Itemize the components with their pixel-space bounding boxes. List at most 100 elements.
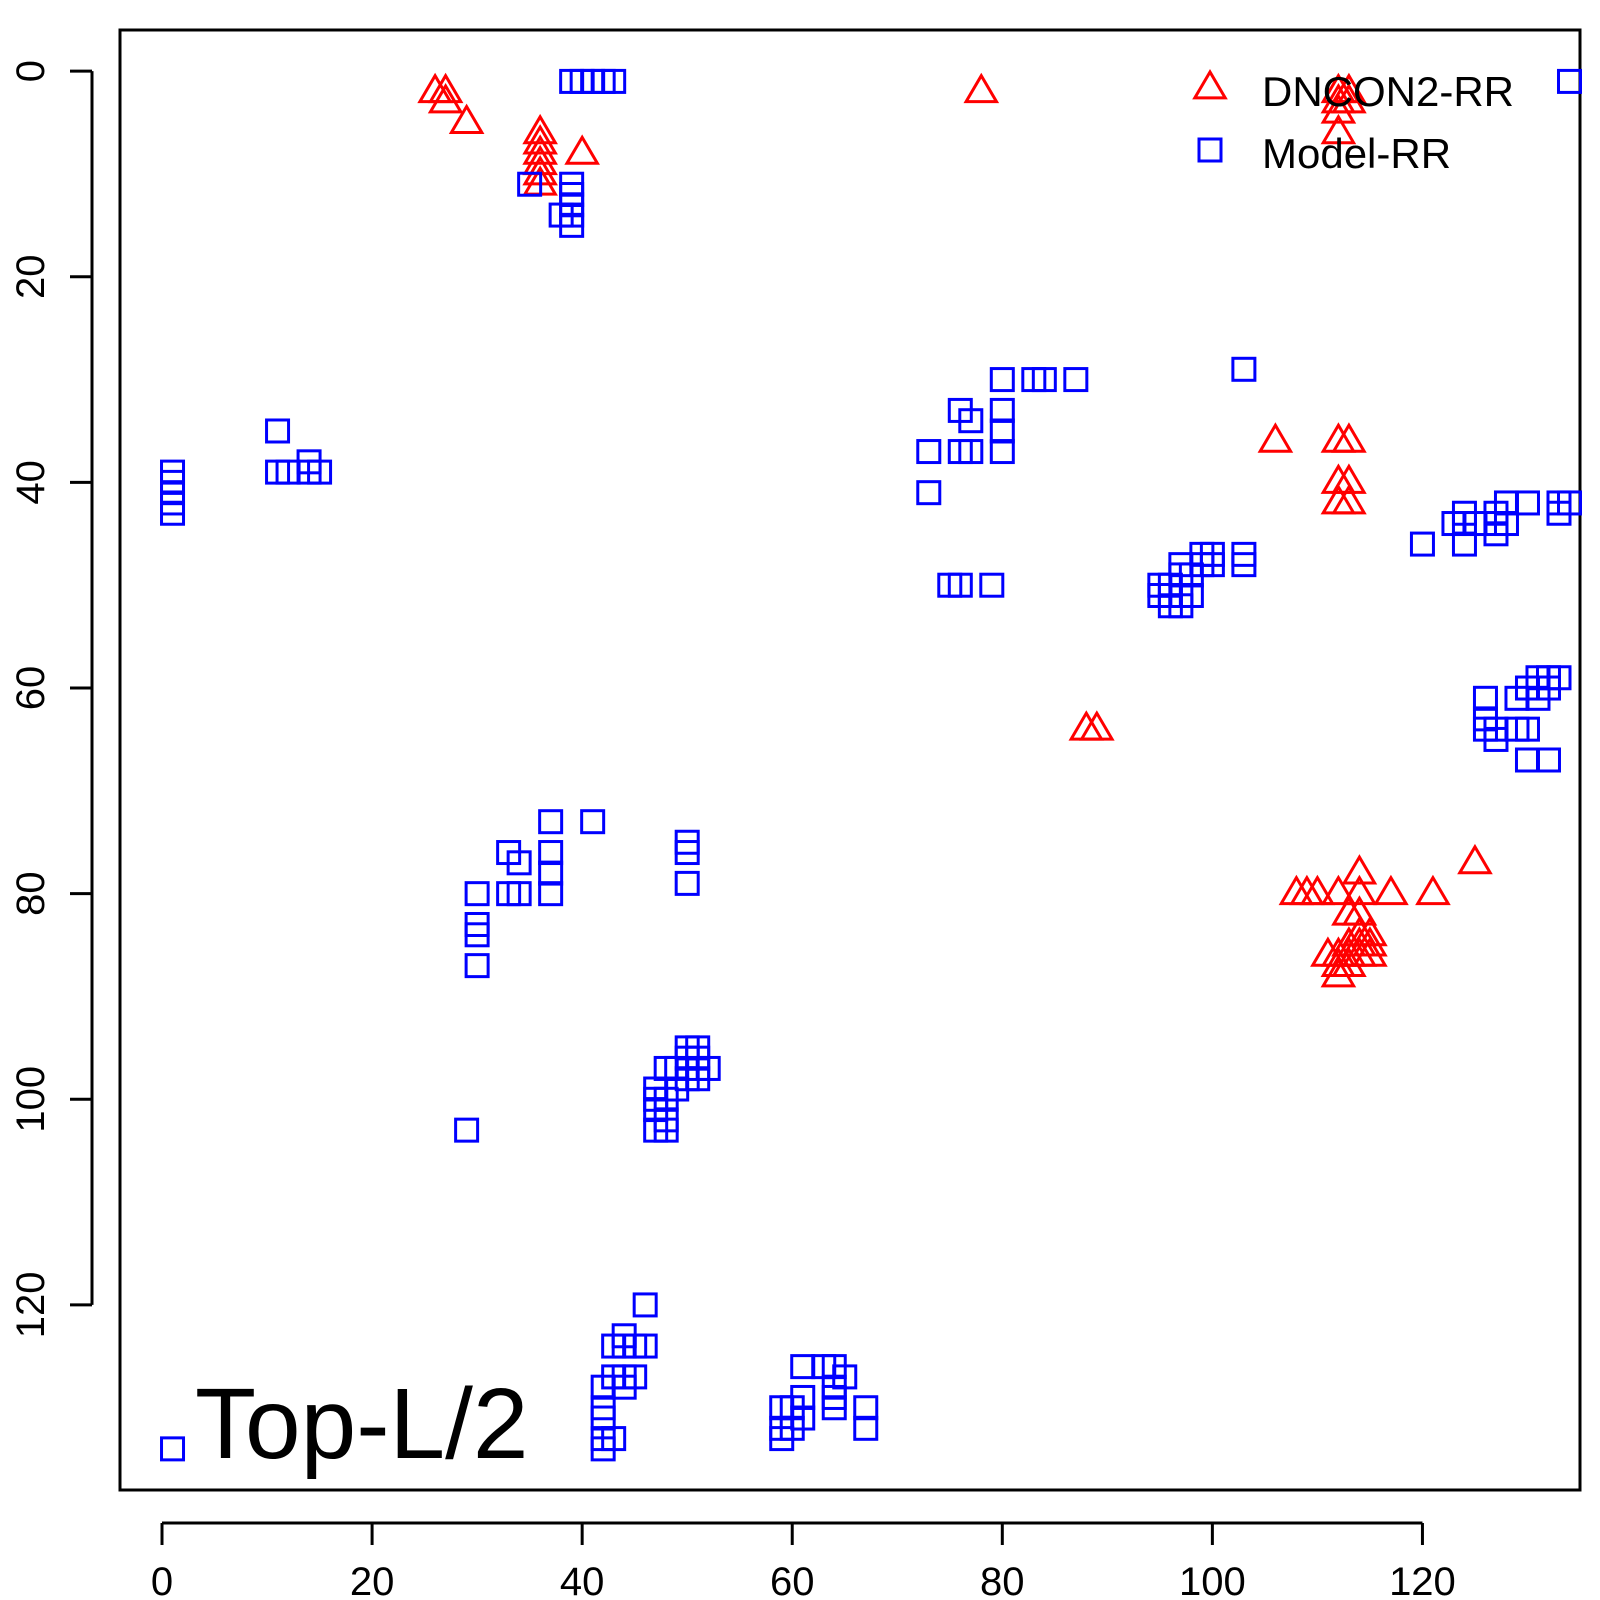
data-point-triangle xyxy=(427,72,464,104)
x-tick-label: 40 xyxy=(560,1560,605,1600)
data-point-square xyxy=(506,881,532,907)
series-dncon2-rr xyxy=(417,72,1493,988)
data-point-square xyxy=(1451,531,1477,557)
data-point-triangle xyxy=(963,72,1000,104)
data-point-triangle xyxy=(1373,874,1409,906)
data-point-square xyxy=(979,572,1005,598)
data-point-square xyxy=(538,881,564,907)
data-point-square xyxy=(695,1055,721,1081)
data-point-triangle xyxy=(522,113,558,145)
data-point-square xyxy=(559,212,585,238)
data-point-triangle xyxy=(522,134,558,165)
data-point-square xyxy=(464,953,490,979)
data-point-square xyxy=(538,860,564,886)
data-point-square xyxy=(853,1395,879,1421)
data-point-square xyxy=(1514,747,1540,773)
x-tick-label: 120 xyxy=(1389,1560,1456,1600)
data-point-square xyxy=(821,1395,847,1421)
series-model-rr xyxy=(160,68,1582,1462)
data-point-square xyxy=(958,439,984,465)
data-points xyxy=(160,68,1582,1462)
plot-frame xyxy=(118,28,1582,1492)
x-tick-label: 60 xyxy=(770,1560,815,1600)
y-tick-label: 120 xyxy=(9,1272,53,1339)
data-point-square xyxy=(989,367,1015,393)
data-point-square xyxy=(853,1415,879,1441)
data-point-square xyxy=(989,418,1015,444)
x-tick-label: 20 xyxy=(350,1560,395,1600)
data-point-square xyxy=(947,572,973,598)
data-point-triangle xyxy=(1341,854,1378,885)
data-point-triangle xyxy=(522,124,558,155)
data-point-triangle xyxy=(1320,874,1357,906)
y-tick-label: 80 xyxy=(9,871,53,916)
data-point-square xyxy=(601,68,627,94)
data-point-square xyxy=(1493,511,1519,537)
data-point-triangle xyxy=(1289,874,1325,906)
data-point-square xyxy=(1514,716,1540,742)
data-point-square xyxy=(160,500,186,526)
data-point-triangle xyxy=(1331,483,1367,515)
legend-label-model-rr: Model-RR xyxy=(1262,130,1451,177)
data-point-triangle xyxy=(1341,874,1378,906)
data-point-square xyxy=(1472,685,1498,711)
data-point-square xyxy=(307,459,333,485)
data-point-triangle xyxy=(1320,956,1357,988)
legend: DNCON2-RR Model-RR xyxy=(1192,68,1514,177)
data-point-square xyxy=(790,1354,816,1380)
data-point-triangle xyxy=(564,134,600,165)
data-point-triangle xyxy=(1457,843,1493,875)
data-point-square xyxy=(1546,665,1572,691)
data-point-square xyxy=(454,1117,480,1143)
data-point-square xyxy=(1514,490,1540,516)
data-point-square xyxy=(1556,68,1582,94)
y-tick-label: 40 xyxy=(9,460,53,505)
data-point-triangle xyxy=(427,83,464,114)
data-point-triangle xyxy=(1320,422,1357,453)
data-point-triangle xyxy=(1068,710,1105,741)
data-point-square xyxy=(538,809,564,835)
data-point-square xyxy=(989,397,1015,423)
data-point-square xyxy=(590,1436,616,1462)
data-point-square xyxy=(674,840,700,866)
data-point-square xyxy=(958,408,984,434)
data-point-square xyxy=(769,1426,795,1452)
data-point-triangle xyxy=(1352,936,1388,967)
x-tick-label: 0 xyxy=(151,1560,173,1600)
data-point-square xyxy=(506,850,532,876)
data-point-square xyxy=(674,870,700,896)
data-point-square xyxy=(1168,593,1194,619)
y-tick-label: 60 xyxy=(9,666,53,711)
data-point-square xyxy=(1231,552,1257,578)
y-axis: 0 20 40 60 80 100 120 xyxy=(9,60,94,1339)
data-point-square xyxy=(517,171,543,197)
data-point-square xyxy=(538,840,564,866)
data-point-triangle xyxy=(1320,113,1357,145)
data-point-square xyxy=(1063,367,1089,393)
data-point-triangle xyxy=(1331,463,1367,494)
data-point-square xyxy=(464,881,490,907)
data-point-triangle xyxy=(1079,710,1115,741)
x-tick-label: 100 xyxy=(1179,1560,1246,1600)
data-point-triangle xyxy=(448,103,485,134)
data-point-square xyxy=(1199,552,1225,578)
data-point-triangle xyxy=(1278,874,1315,906)
data-point-square xyxy=(1409,531,1435,557)
data-point-square xyxy=(653,1117,679,1143)
data-point-triangle xyxy=(1415,874,1451,906)
data-point-square xyxy=(916,439,942,465)
data-point-square xyxy=(632,1333,658,1359)
data-point-triangle xyxy=(1299,874,1336,906)
data-point-square xyxy=(464,922,490,948)
panel-label: Top-L/2 xyxy=(195,1368,529,1480)
x-axis: 0 20 40 60 80 100 120 xyxy=(151,1521,1456,1600)
legend-marker-dncon2-rr xyxy=(1192,69,1228,100)
legend-label-dncon2-rr: DNCON2-RR xyxy=(1262,68,1514,115)
data-point-square xyxy=(989,439,1015,465)
data-point-square xyxy=(622,1364,648,1390)
data-point-triangle xyxy=(1331,895,1367,926)
data-point-square xyxy=(160,1436,186,1462)
data-point-square xyxy=(1535,747,1561,773)
data-point-triangle xyxy=(1331,422,1367,453)
